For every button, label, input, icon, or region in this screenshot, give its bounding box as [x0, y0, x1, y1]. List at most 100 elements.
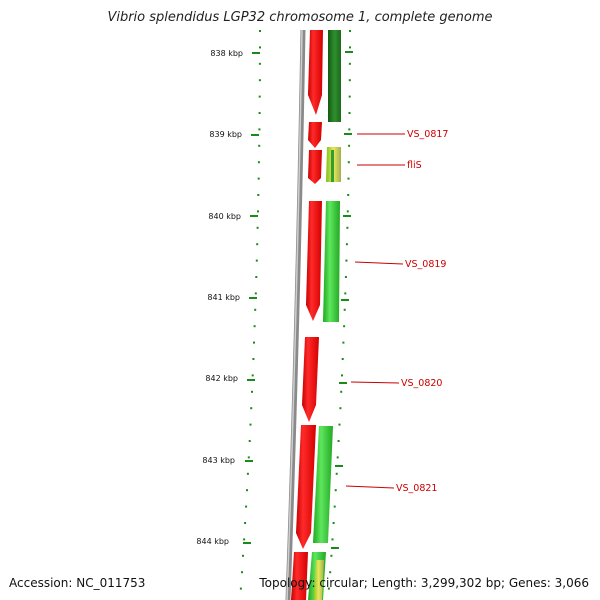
minor-tick	[258, 79, 261, 82]
minor-tick	[338, 423, 341, 426]
minor-tick	[329, 571, 332, 574]
minor-tick	[246, 489, 248, 492]
tick-label: 843 kbp	[202, 456, 235, 465]
minor-tick	[332, 522, 335, 524]
minor-tick	[257, 210, 259, 213]
minor-tick	[242, 554, 244, 557]
forward-gene-feature[interactable]	[308, 150, 322, 184]
accession-text: Accession: NC_011753	[9, 576, 146, 590]
left-ruler-minor-ticks	[239, 30, 261, 590]
minor-tick	[246, 472, 249, 475]
minor-tick	[331, 538, 334, 541]
minor-tick	[253, 341, 255, 344]
minor-tick	[254, 292, 257, 295]
minor-tick	[250, 407, 253, 410]
gene-label-vs0819[interactable]: VS_0819	[405, 259, 446, 270]
minor-tick	[255, 276, 258, 278]
minor-tick	[251, 390, 253, 393]
reverse-gene-feature[interactable]	[323, 201, 340, 322]
map-title: Vibrio splendidus LGP32 chromosome 1, co…	[107, 10, 493, 25]
ruler-major-ticks: 838 kbp 839 kbp 840 kbp 841 kbp 842 kbp …	[196, 49, 260, 546]
minor-tick	[244, 522, 247, 524]
minor-tick	[256, 243, 259, 246]
minor-tick	[347, 161, 350, 164]
minor-tick	[348, 144, 351, 147]
forward-strand-features	[291, 30, 323, 600]
minor-tick	[327, 587, 330, 590]
genome-backbone-highlight	[286, 29, 303, 600]
minor-tick	[243, 538, 246, 541]
minor-tick	[259, 30, 261, 32]
minor-tick	[333, 505, 336, 508]
minor-tick	[346, 226, 349, 229]
right-ruler-major-ticks	[331, 51, 353, 549]
forward-gene-feature[interactable]	[308, 122, 322, 148]
forward-gene-feature[interactable]	[306, 201, 322, 321]
minor-tick	[348, 112, 351, 114]
tick-label: 841 kbp	[207, 293, 240, 302]
minor-tick	[342, 341, 345, 344]
minor-tick	[258, 95, 261, 98]
minor-tick	[341, 358, 344, 360]
minor-tick	[330, 554, 333, 557]
minor-tick	[336, 456, 339, 459]
minor-tick	[255, 259, 258, 262]
gene-label-flis[interactable]: fliS	[407, 160, 422, 171]
minor-tick	[344, 292, 347, 295]
minor-tick	[347, 177, 350, 180]
minor-tick	[335, 472, 338, 475]
tick-label: 840 kbp	[208, 212, 241, 221]
minor-tick	[254, 308, 257, 311]
genome-backbone	[285, 29, 306, 600]
minor-tick	[345, 259, 348, 262]
minor-tick	[239, 587, 242, 590]
forward-gene-feature[interactable]	[296, 425, 316, 549]
reverse-gene-feature[interactable]	[313, 426, 333, 543]
reverse-gene-feature[interactable]	[313, 560, 324, 600]
minor-tick	[346, 210, 349, 213]
forward-gene-feature[interactable]	[308, 30, 323, 115]
minor-tick	[344, 276, 347, 278]
minor-tick	[348, 128, 351, 131]
reverse-strand-features	[308, 30, 341, 600]
minor-tick	[259, 46, 261, 49]
minor-tick	[340, 390, 343, 393]
minor-tick	[258, 144, 261, 147]
minor-tick	[348, 62, 351, 65]
minor-tick	[251, 374, 254, 377]
minor-tick	[248, 440, 251, 442]
minor-tick	[252, 358, 255, 360]
reverse-gene-feature[interactable]	[328, 30, 341, 122]
minor-tick	[257, 177, 260, 180]
minor-tick	[349, 30, 351, 32]
minor-tick	[258, 112, 261, 114]
genome-summary-text: Topology: circular; Length: 3,299,302 bp…	[259, 576, 589, 590]
leader-line	[350, 381, 400, 384]
tick-label: 842 kbp	[205, 374, 238, 383]
forward-gene-feature[interactable]	[302, 337, 319, 422]
tick-label: 844 kbp	[196, 537, 229, 546]
minor-tick	[347, 194, 350, 196]
minor-tick	[247, 456, 250, 459]
gene-label-leaders	[345, 133, 405, 489]
gene-label-vs0820[interactable]: VS_0820	[401, 378, 442, 389]
gene-label-vs0821[interactable]: VS_0821	[396, 483, 437, 494]
reverse-gene-feature[interactable]	[331, 150, 334, 182]
minor-tick	[341, 374, 343, 377]
gene-label-vs0817[interactable]: VS_0817	[407, 129, 448, 140]
minor-tick	[348, 95, 351, 98]
minor-tick	[257, 194, 260, 196]
minor-tick	[337, 440, 340, 442]
forward-gene-feature[interactable]	[291, 552, 308, 600]
minor-tick	[241, 571, 243, 574]
minor-tick	[258, 62, 261, 65]
minor-tick	[334, 489, 337, 492]
minor-tick	[348, 79, 351, 82]
right-ruler-minor-ticks	[327, 30, 351, 590]
minor-tick	[257, 161, 260, 164]
minor-tick	[253, 325, 256, 328]
minor-tick	[258, 128, 261, 131]
leader-line	[345, 485, 395, 489]
minor-tick	[349, 46, 351, 49]
